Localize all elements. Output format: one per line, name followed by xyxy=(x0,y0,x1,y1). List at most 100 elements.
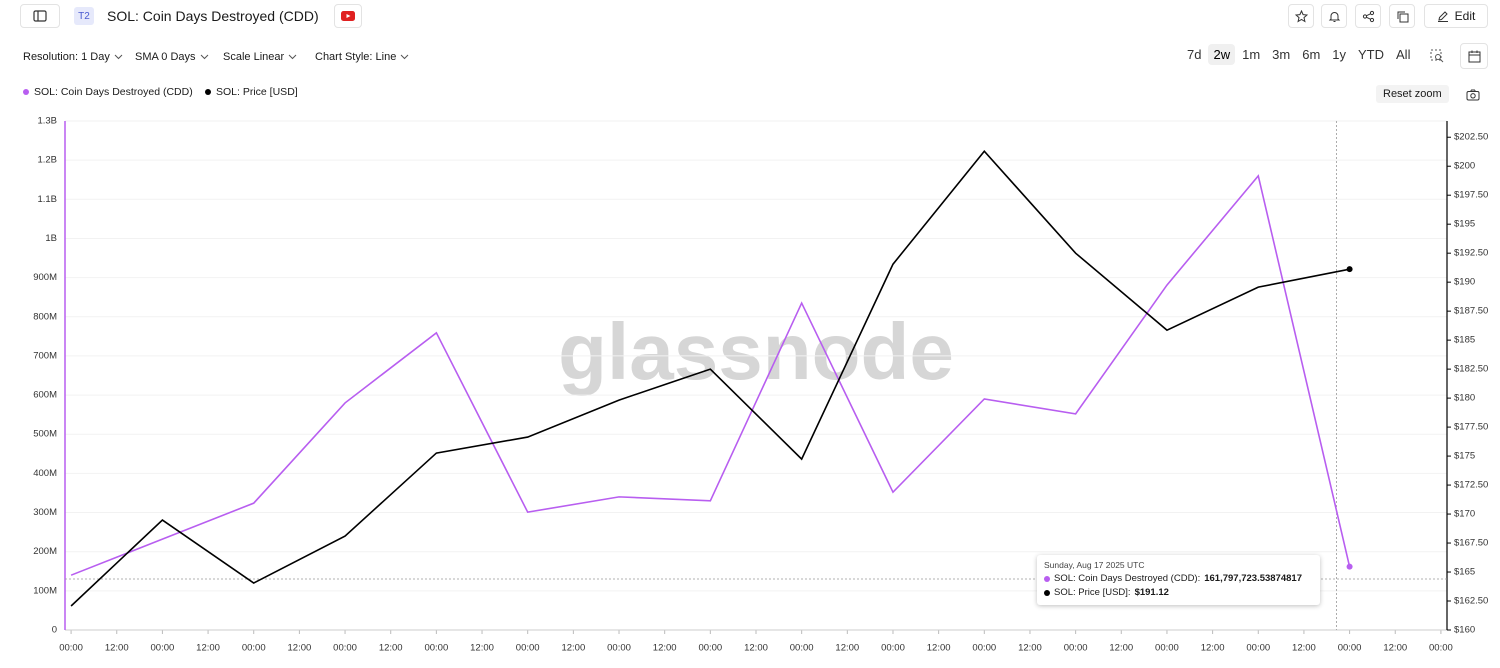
y-tick-label: 0 xyxy=(52,625,57,636)
dropdown[interactable]: Scale Linear xyxy=(223,51,297,63)
x-tick-label: 00:00 xyxy=(333,643,357,654)
legend-swatch xyxy=(23,89,29,95)
tooltip-label: SOL: Coin Days Destroyed (CDD): xyxy=(1054,573,1201,584)
y2-tick-label: $195 xyxy=(1454,219,1475,230)
y2-tick-label: $197.50 xyxy=(1454,190,1488,201)
chevron-path xyxy=(200,54,208,60)
range-button[interactable]: 2w xyxy=(1208,44,1236,65)
chevron xyxy=(114,54,123,60)
x-tick-label: 00:00 xyxy=(881,643,905,654)
page-title: SOL: Coin Days Destroyed (CDD) xyxy=(107,8,319,24)
x-tick-label: 12:00 xyxy=(288,643,312,654)
range-button[interactable]: 1m xyxy=(1242,47,1261,62)
tooltip-swatch xyxy=(1044,589,1050,596)
x-tick-label: 12:00 xyxy=(470,643,494,654)
y-tick-label: 800M xyxy=(33,311,57,322)
tooltip-value: 161,797,723.53874817 xyxy=(1204,573,1302,584)
x-tick-label: 00:00 xyxy=(59,643,83,654)
legend-label: SOL: Price [USD] xyxy=(216,86,298,98)
favorite-button[interactable] xyxy=(1288,4,1314,28)
tooltip-swatch xyxy=(1044,575,1050,582)
y2-tick-label: $177.50 xyxy=(1454,422,1488,433)
x-tick-label: 12:00 xyxy=(105,643,129,654)
calendar-button[interactable] xyxy=(1460,43,1488,69)
copy-button[interactable] xyxy=(1389,4,1415,28)
y2-tick-label: $182.50 xyxy=(1454,364,1488,375)
y2-tick-label: $160 xyxy=(1454,625,1475,636)
tier-badge: T2 xyxy=(74,7,94,25)
x-tick-label: 12:00 xyxy=(379,643,403,654)
x-tick-label: 00:00 xyxy=(242,643,266,654)
y-tick-label: 300M xyxy=(33,507,57,518)
end-point xyxy=(1346,563,1353,570)
y-tick-label: 600M xyxy=(33,390,57,401)
y2-tick-label: $185 xyxy=(1454,335,1475,346)
dropdown[interactable]: Resolution: 1 Day xyxy=(23,51,123,63)
y-tick-label: 100M xyxy=(33,585,57,596)
x-tick-label: 00:00 xyxy=(151,643,175,654)
dropdown-label: SMA 0 Days xyxy=(135,51,196,63)
share-button[interactable] xyxy=(1355,4,1381,28)
chevron xyxy=(200,54,208,60)
alert-button[interactable] xyxy=(1321,4,1347,28)
range-button[interactable]: 3m xyxy=(1272,47,1291,62)
legend-item: SOL: Price [USD] xyxy=(205,86,298,98)
x-tick-label: 12:00 xyxy=(1292,643,1316,654)
x-tick-label: 12:00 xyxy=(744,643,768,654)
y2-tick-label: $202.50 xyxy=(1454,132,1488,143)
y2-tick-label: $170 xyxy=(1454,509,1475,520)
watermark: glassnode xyxy=(558,307,954,396)
range-button[interactable]: YTD xyxy=(1358,47,1385,62)
dropdown[interactable]: SMA 0 Days xyxy=(135,51,209,63)
video-button[interactable] xyxy=(334,4,362,28)
x-tick-label: 12:00 xyxy=(1383,643,1407,654)
zoom-icon[interactable] xyxy=(1430,49,1444,63)
screenshot-button[interactable] xyxy=(1466,89,1480,101)
x-tick-label: 00:00 xyxy=(607,643,631,654)
reset-zoom-button[interactable]: Reset zoom xyxy=(1376,85,1449,103)
y2-tick-label: $192.50 xyxy=(1454,248,1488,259)
x-tick-label: 12:00 xyxy=(1201,643,1225,654)
x-tick-label: 00:00 xyxy=(516,643,540,654)
chevron-path xyxy=(114,54,123,60)
y-tick-label: 400M xyxy=(33,468,57,479)
x-tick-label: 00:00 xyxy=(1155,643,1179,654)
series-line xyxy=(70,150,1350,607)
chevron-path xyxy=(288,54,297,60)
y-tick-label: 1.3B xyxy=(37,116,57,127)
chevron xyxy=(400,54,409,60)
x-tick-label: 00:00 xyxy=(790,643,814,654)
sidebar-toggle[interactable] xyxy=(20,4,60,28)
dropdown[interactable]: Chart Style: Line xyxy=(315,51,409,63)
series-line xyxy=(70,174,1351,576)
x-tick-label: 12:00 xyxy=(653,643,677,654)
end-point xyxy=(1346,266,1353,273)
edit-button[interactable]: Edit xyxy=(1424,4,1488,28)
x-tick-label: 00:00 xyxy=(698,643,722,654)
legend-swatch xyxy=(205,89,211,95)
tooltip-row: SOL: Price [USD]: $191.12 xyxy=(1044,587,1313,598)
y2-tick-label: $165 xyxy=(1454,567,1475,578)
tooltip-date: Sunday, Aug 17 2025 UTC xyxy=(1044,560,1145,570)
x-tick-label: 12:00 xyxy=(1109,643,1133,654)
range-selector: 7d 2w 1m 3m 6m 1y YTD All xyxy=(1182,44,1415,65)
y2-tick-label: $187.50 xyxy=(1454,306,1488,317)
y-tick-label: 1.2B xyxy=(37,155,57,166)
tooltip-label: SOL: Price [USD]: xyxy=(1054,587,1131,598)
y-tick-label: 700M xyxy=(33,350,57,361)
x-tick-label: 00:00 xyxy=(972,643,996,654)
range-button[interactable]: 1y xyxy=(1332,47,1347,62)
range-button[interactable]: All xyxy=(1396,47,1411,62)
range-button[interactable]: 7d xyxy=(1187,47,1202,62)
dropdown-label: Resolution: 1 Day xyxy=(23,51,110,63)
range-button[interactable]: 6m xyxy=(1302,47,1321,62)
y2-tick-label: $190 xyxy=(1454,277,1475,288)
tooltip-value: $191.12 xyxy=(1134,587,1169,598)
dropdown-label: Scale Linear xyxy=(223,51,285,63)
chevron-path xyxy=(400,54,409,60)
y2-tick-label: $167.50 xyxy=(1454,538,1488,549)
x-tick-label: 12:00 xyxy=(561,643,585,654)
legend-label: SOL: Coin Days Destroyed (CDD) xyxy=(34,86,193,98)
